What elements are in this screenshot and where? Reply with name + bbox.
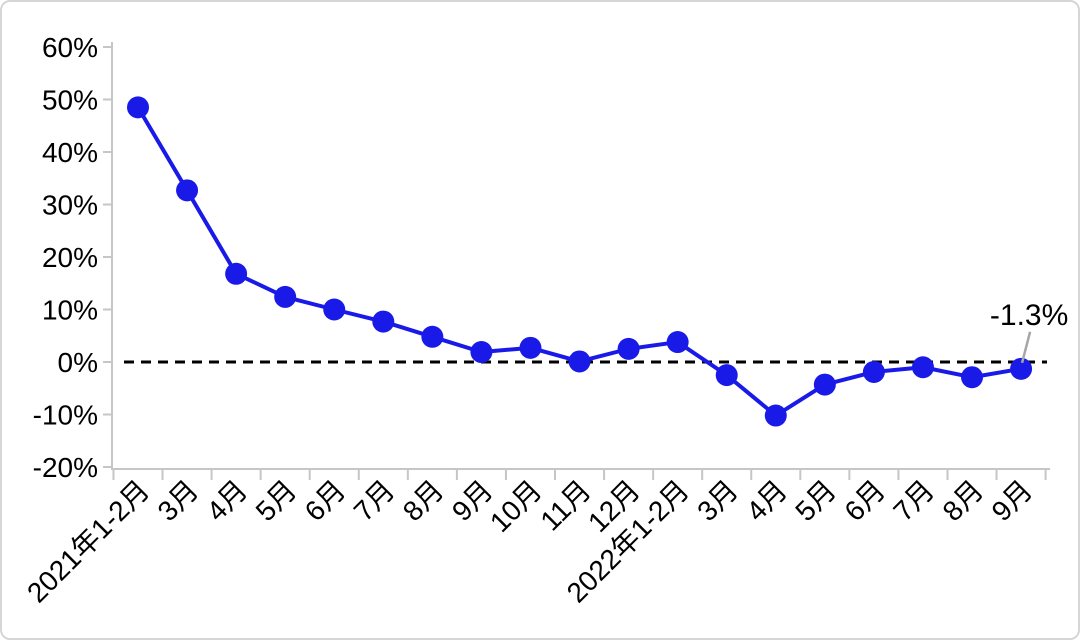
x-tick-label: 5月 (789, 474, 842, 527)
annotation-label: -1.3% (990, 299, 1068, 332)
data-point (617, 337, 640, 360)
y-tick-label: 20% (42, 242, 98, 273)
x-tick-label: 3月 (691, 474, 744, 527)
x-tick-label: 3月 (152, 474, 205, 527)
x-tick-label: 6月 (299, 474, 352, 527)
data-point (421, 325, 444, 348)
data-point (813, 373, 836, 396)
x-tick-label: 8月 (397, 474, 450, 527)
data-point (862, 360, 885, 383)
data-point (274, 285, 297, 308)
x-tick-label: 10月 (484, 474, 548, 538)
y-tick-label: 0% (58, 347, 98, 378)
x-tick-label: 8月 (937, 474, 990, 527)
data-point (666, 331, 689, 354)
x-tick-label: 4月 (201, 474, 254, 527)
x-tick-label: 7月 (348, 474, 401, 527)
data-point (1010, 357, 1033, 380)
data-point (127, 96, 149, 119)
y-tick-label: -10% (33, 400, 98, 431)
data-point (176, 179, 199, 202)
data-point (961, 366, 984, 389)
data-point (372, 310, 395, 333)
x-tick-label: 2021年1-2月 (21, 474, 155, 608)
data-point (323, 298, 346, 321)
data-point (715, 364, 738, 387)
data-point (470, 341, 493, 364)
y-tick-label: 50% (42, 85, 98, 116)
x-tick-label: 4月 (740, 474, 793, 527)
y-tick-label: -20% (33, 452, 98, 483)
y-tick-label: 60% (42, 32, 98, 63)
data-point (911, 356, 934, 379)
data-point (568, 350, 591, 373)
x-tick-label: 5月 (250, 474, 303, 527)
data-point (519, 336, 542, 359)
y-tick-label: 10% (42, 295, 98, 326)
y-tick-label: 30% (42, 190, 98, 221)
x-tick-label: 11月 (535, 474, 597, 536)
data-point (764, 404, 787, 427)
x-tick-label: 7月 (887, 474, 940, 527)
y-tick-label: 40% (42, 137, 98, 168)
x-tick-label: 9月 (986, 474, 1039, 527)
annotation-leader-line (1020, 331, 1032, 364)
x-tick-label: 6月 (838, 474, 891, 527)
data-point (225, 262, 248, 285)
